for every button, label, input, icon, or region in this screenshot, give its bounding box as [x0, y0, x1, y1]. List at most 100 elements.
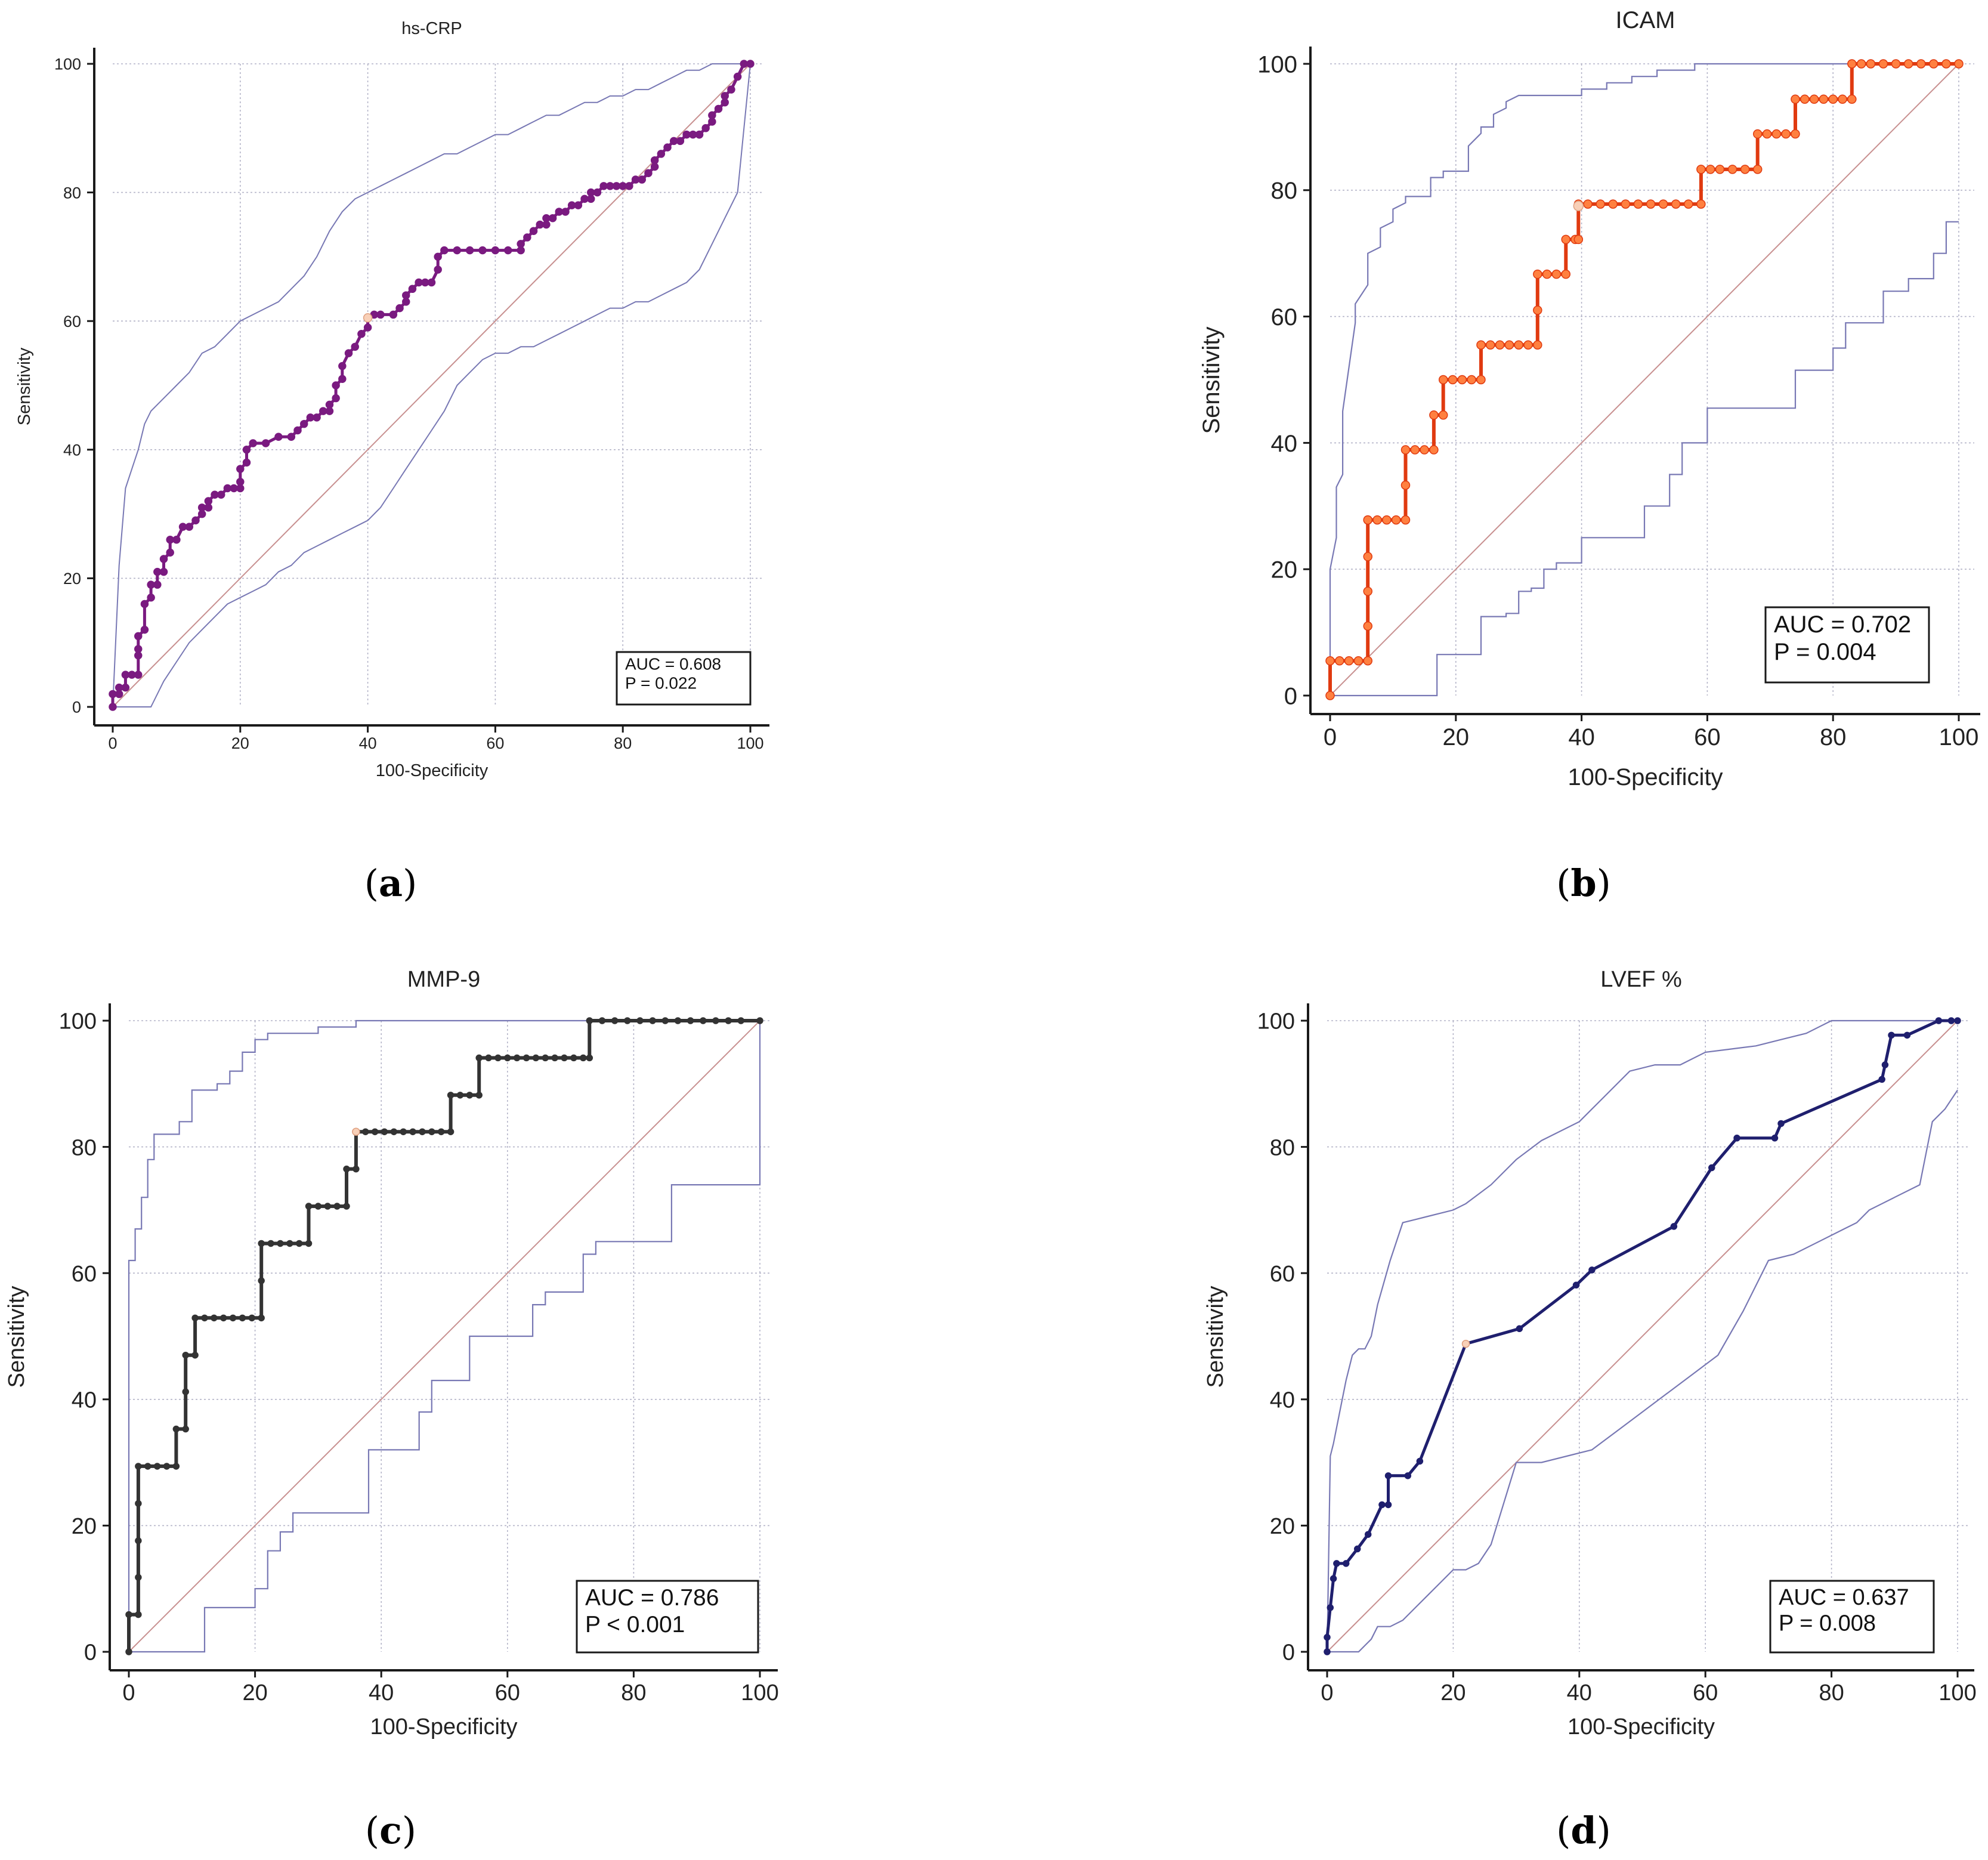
- roc-point: [1404, 1472, 1412, 1479]
- roc-point: [548, 214, 557, 223]
- roc-point: [756, 1017, 763, 1024]
- roc-point: [611, 1017, 619, 1024]
- y-tick-label: 80: [72, 1135, 97, 1160]
- optimal-criterion-point: [352, 1127, 360, 1136]
- roc-point: [204, 497, 213, 505]
- roc-point: [491, 246, 500, 255]
- optimal-criterion-point: [363, 313, 373, 323]
- roc-point: [125, 1648, 132, 1655]
- roc-point: [1777, 1120, 1785, 1127]
- panel-letter-a: a: [379, 861, 403, 905]
- roc-point: [1416, 1457, 1424, 1465]
- panel-label-c: (c): [365, 1809, 416, 1852]
- x-tick-label: 60: [1693, 1680, 1718, 1705]
- roc-point: [1715, 165, 1725, 174]
- roc-point: [1364, 1531, 1372, 1538]
- roc-point: [437, 1128, 445, 1135]
- roc-point: [513, 1054, 521, 1062]
- roc-point: [261, 439, 270, 447]
- reference-diagonal: [1330, 63, 1959, 696]
- roc-point: [1572, 1281, 1580, 1289]
- reference-diagonal: [1327, 1020, 1958, 1652]
- roc-point: [401, 291, 410, 299]
- roc-point: [1438, 410, 1448, 420]
- roc-point: [1561, 269, 1570, 279]
- roc-point: [1410, 445, 1420, 455]
- roc-point: [1800, 94, 1810, 104]
- roc-point: [475, 1054, 483, 1062]
- roc-point: [1363, 552, 1372, 561]
- roc-points: [125, 1017, 763, 1655]
- x-tick-label: 80: [1820, 724, 1847, 750]
- roc-point: [1941, 59, 1951, 69]
- roc-point: [661, 1017, 669, 1024]
- grid: [1330, 63, 1974, 696]
- roc-point: [434, 265, 442, 274]
- y-tick-label: 80: [63, 184, 81, 202]
- p-value: P = 0.008: [1779, 1611, 1876, 1636]
- roc-point: [1621, 199, 1631, 209]
- roc-point: [135, 1574, 142, 1581]
- grid: [113, 63, 763, 707]
- y-axis-label: Sensitivity: [1203, 1286, 1228, 1388]
- roc-point: [305, 1203, 313, 1210]
- roc-point: [504, 246, 512, 255]
- roc-point: [580, 1054, 587, 1062]
- roc-point: [376, 310, 385, 319]
- roc-point: [586, 1017, 593, 1024]
- panel-letter-b: b: [1570, 861, 1596, 905]
- roc-point: [714, 104, 723, 113]
- x-tick-label: 40: [1567, 1680, 1592, 1705]
- roc-point: [1856, 59, 1866, 69]
- roc-point: [1378, 1501, 1386, 1509]
- roc-point: [258, 1277, 265, 1284]
- y-tick-label: 100: [59, 1009, 97, 1034]
- roc-point: [1363, 656, 1372, 666]
- roc-point: [159, 555, 168, 563]
- chart-title: MMP-9: [407, 967, 480, 992]
- panel-label-d: (d): [1556, 1809, 1611, 1852]
- x-tick-label: 100: [737, 734, 763, 752]
- roc-point: [1330, 1575, 1337, 1583]
- roc-point: [1771, 1135, 1779, 1142]
- roc-point: [561, 1054, 568, 1062]
- roc-point: [201, 1314, 208, 1322]
- roc-point: [217, 490, 225, 499]
- tick-labels: 0 20 40 60 80 100 0 20 40 60 80 100: [54, 55, 764, 752]
- roc-point: [1671, 199, 1681, 209]
- roc-point: [1363, 586, 1372, 597]
- y-tick-label: 80: [1270, 1135, 1295, 1160]
- p-value: P < 0.001: [585, 1612, 685, 1637]
- roc-point: [1916, 59, 1926, 69]
- roc-point: [172, 1463, 180, 1470]
- roc-point: [1429, 410, 1439, 420]
- roc-point: [258, 1240, 265, 1247]
- y-tick-label: 20: [1271, 557, 1298, 583]
- optimal-criterion-point: [1461, 1339, 1470, 1348]
- roc-point: [299, 419, 308, 428]
- roc-point: [344, 349, 353, 357]
- x-tick-label: 60: [495, 1680, 520, 1705]
- roc-point: [135, 1500, 142, 1507]
- roc-point: [332, 381, 340, 390]
- roc-point: [1733, 1135, 1740, 1142]
- roc-point: [624, 1017, 631, 1024]
- ci-upper-line: [1326, 1019, 1958, 1652]
- x-tick-label: 80: [614, 734, 632, 752]
- roc-point: [1504, 340, 1514, 350]
- roc-point: [1881, 1061, 1889, 1068]
- y-tick-label: 80: [1271, 178, 1298, 204]
- roc-point: [1400, 515, 1411, 525]
- roc-point: [277, 1240, 284, 1247]
- roc-point: [182, 1351, 189, 1359]
- roc-point: [135, 1463, 142, 1470]
- roc-point: [325, 400, 334, 409]
- roc-point: [1752, 129, 1763, 139]
- roc-point: [725, 1017, 732, 1024]
- x-axis-label: 100-Specificity: [1567, 1714, 1715, 1739]
- roc-point: [248, 1314, 256, 1322]
- roc-point: [343, 1203, 350, 1210]
- y-tick-label: 40: [1270, 1388, 1295, 1413]
- y-tick-label: 100: [1257, 1009, 1295, 1034]
